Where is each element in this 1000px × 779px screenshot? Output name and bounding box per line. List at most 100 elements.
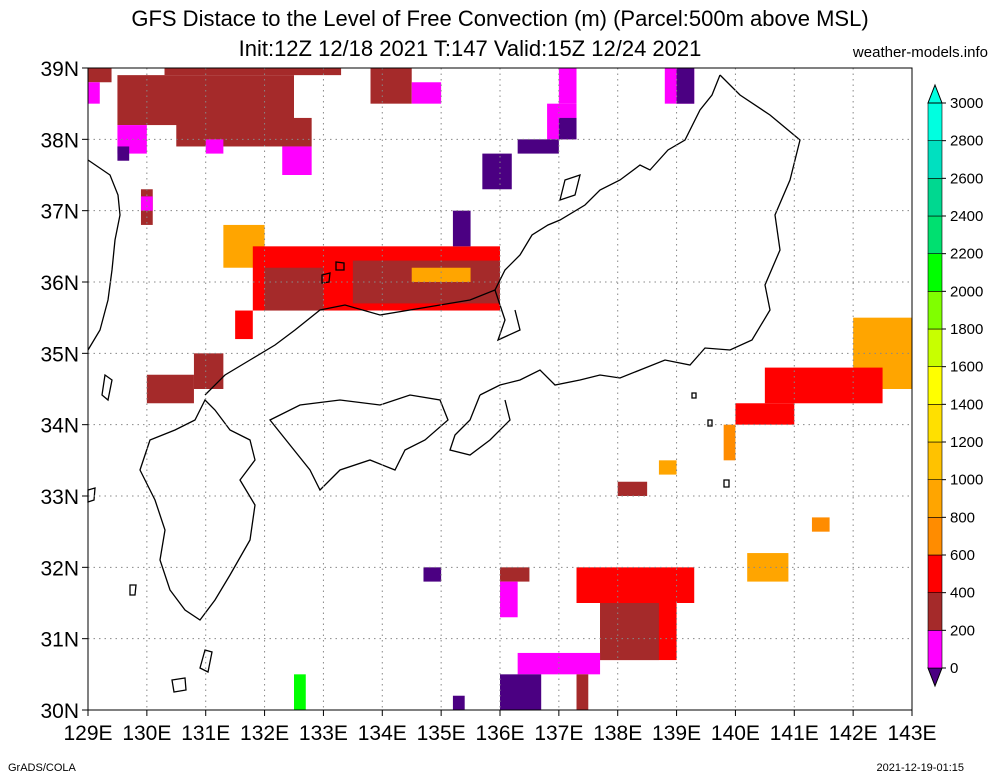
colorbar-segment [927, 479, 943, 518]
y-tick-label: 30N [40, 700, 79, 723]
colorbar-label: 400 [950, 585, 975, 602]
field-cell [617, 481, 648, 496]
field-cell [88, 82, 100, 104]
x-tick-label: 142E [829, 722, 878, 745]
coastline-layer [87, 74, 801, 693]
colorbar: 0 200 400 600 800 1000 1200 1400 1600 1800 2000 220… [927, 83, 983, 688]
field-cell [600, 603, 659, 661]
colorbar-label: 0 [950, 660, 958, 677]
field-cell [517, 652, 601, 675]
field-cell [117, 75, 294, 126]
map-title: GFS Distace to the Level of Free Convect… [131, 6, 869, 31]
y-tick-label: 34N [40, 415, 79, 438]
coastline-korea [87, 159, 121, 351]
field-cell [193, 353, 224, 389]
colorbar-segment [927, 404, 943, 443]
coastline-honshu-east [479, 74, 801, 396]
field-cell [423, 567, 442, 582]
colorbar-segment [927, 554, 943, 593]
field-cell [576, 674, 589, 710]
colorbar-segment [927, 140, 943, 179]
coastline-noto [494, 289, 521, 342]
field-cell [482, 153, 512, 190]
colorbar-label: 2000 [950, 283, 983, 300]
field-cell [264, 267, 324, 311]
x-tick-label: 134E [358, 722, 407, 745]
field-cell [411, 267, 471, 282]
x-tick-label: 129E [63, 722, 112, 745]
site-credit: weather-models.info [852, 44, 988, 61]
field-cell [764, 367, 883, 404]
x-tick-labels: 129E 130E 131E 132E 133E 134E 135E 136E 137E 138E… [63, 710, 937, 745]
y-tick-label: 37N [40, 201, 79, 224]
y-tick-label: 39N [40, 58, 79, 81]
x-tick-label: 143E [887, 722, 936, 745]
x-tick-label: 141E [770, 722, 819, 745]
coastline-yakushima [171, 677, 187, 693]
field-cell [146, 374, 194, 404]
coastline-oki-2 [335, 261, 345, 271]
field-cell [500, 567, 530, 582]
colorbar-label: 2200 [950, 246, 983, 263]
colorbar-segment [927, 366, 943, 405]
coastline-shikoku [268, 394, 449, 492]
colorbar-segment [927, 253, 943, 292]
x-tick-label: 132E [240, 722, 289, 745]
coastline-izu-1 [691, 392, 697, 399]
colorbar-label: 2800 [950, 133, 983, 150]
coastline-hachijo [723, 479, 730, 488]
coastline-kyushu [139, 398, 256, 621]
coastline-izu-2 [707, 419, 713, 427]
field-cell [294, 674, 306, 710]
colorbar-segment [927, 178, 943, 217]
field-cell [676, 68, 695, 104]
field-cell [411, 82, 442, 104]
x-tick-label: 136E [475, 722, 524, 745]
colorbar-segment [927, 630, 943, 669]
x-tick-label: 138E [593, 722, 642, 745]
coastline-koshiki [129, 584, 137, 596]
colorbar-label: 1800 [950, 321, 983, 338]
y-tick-label: 35N [40, 343, 79, 366]
field-cell [176, 117, 312, 147]
footer-timestamp: 2021-12-19-01:15 [876, 762, 964, 774]
coastline-tsushima [101, 373, 113, 402]
field-cell [517, 139, 559, 154]
x-tick-label: 133E [299, 722, 348, 745]
colorbar-label: 2400 [950, 208, 983, 225]
field-cell [811, 517, 830, 532]
x-tick-label: 137E [534, 722, 583, 745]
coastline-tanegashima [199, 649, 213, 673]
x-tick-label: 130E [122, 722, 171, 745]
field-cell [500, 581, 518, 618]
coastline-jeju [87, 487, 96, 503]
field-cell [282, 146, 312, 175]
map-subtitle: Init:12Z 12/18 2021 T:147 Valid:15Z 12/2… [238, 36, 702, 61]
field-cell [235, 310, 253, 340]
colorbar-label: 1000 [950, 472, 983, 489]
field-cell [500, 674, 542, 710]
colorbar-max-arrow [927, 83, 943, 104]
field-cell [452, 210, 471, 247]
field-cell [117, 146, 130, 161]
colorbar-label: 800 [950, 509, 975, 526]
y-tick-label: 38N [40, 129, 79, 152]
colorbar-label: 200 [950, 622, 975, 639]
coastline-kii [449, 394, 511, 456]
coastline-honshu-north [204, 74, 721, 396]
field-cell [88, 68, 112, 83]
footer-software: GrADS/COLA [8, 762, 76, 774]
field-cell [576, 567, 695, 603]
colorbar-segment [927, 102, 943, 141]
colorbar-segment [927, 328, 943, 367]
field-cell [658, 460, 677, 475]
y-tick-labels: 30N 31N 32N 33N 34N 35N 36N 37N 38N 39N [40, 58, 88, 723]
field-cell [558, 117, 577, 140]
colorbar-min-arrow [927, 667, 943, 688]
y-tick-label: 33N [40, 486, 79, 509]
y-tick-label: 36N [40, 272, 79, 295]
colorbar-label: 2600 [950, 170, 983, 187]
colorbar-label: 600 [950, 547, 975, 564]
x-tick-label: 135E [417, 722, 466, 745]
field-cell [452, 695, 465, 710]
